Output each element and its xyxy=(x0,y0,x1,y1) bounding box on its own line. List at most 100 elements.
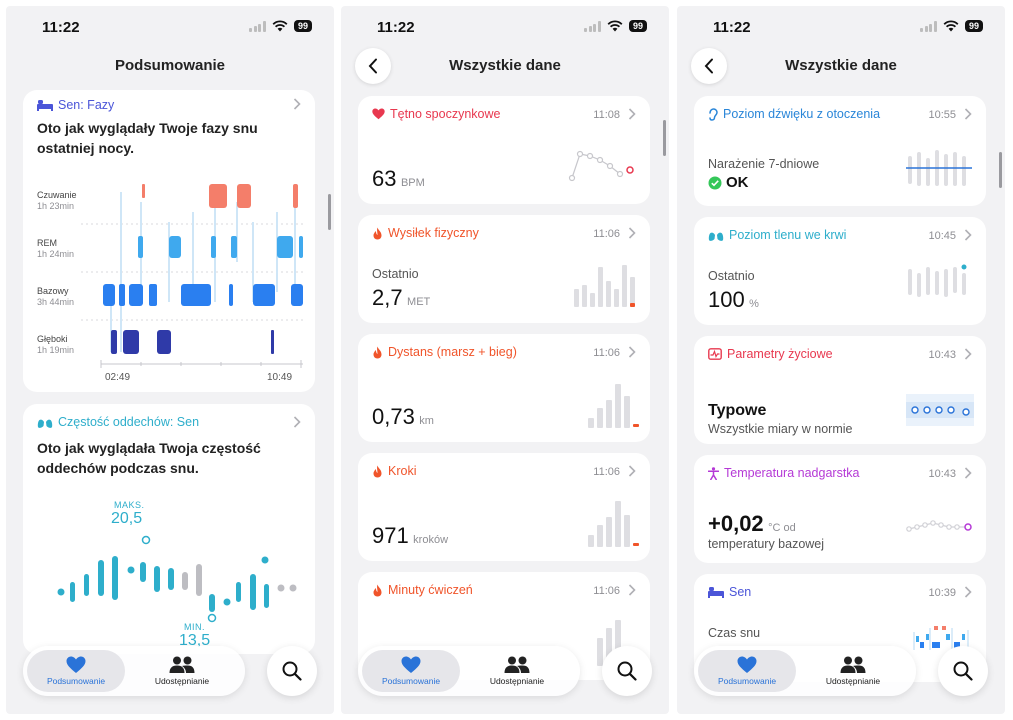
card-value: +0,02 xyxy=(708,511,764,536)
tab-summary[interactable]: Podsumowanie xyxy=(27,650,125,692)
card-unit: °C od xyxy=(768,522,796,534)
sleep-stages-card[interactable]: Sen: Fazy Oto jak wyglądały Twoje fazy s… xyxy=(23,90,315,392)
card-unit: MET xyxy=(407,296,431,308)
chevron-left-icon xyxy=(368,58,377,74)
card-label: Czas snu xyxy=(708,626,761,640)
magnifier-icon xyxy=(617,661,637,681)
card-time: 11:08 xyxy=(593,109,620,121)
effort-bar-chart xyxy=(574,265,635,307)
tab-bar: Podsumowanie Udostępnianie xyxy=(358,646,580,696)
card-label: Ostatnio xyxy=(372,267,419,281)
bed-icon xyxy=(708,587,724,598)
page-title: Wszystkie dane xyxy=(449,57,561,74)
tab-bar: Podsumowanie Udostępnianie xyxy=(23,646,245,696)
wrist-temperature-card[interactable]: Temperatura nadgarstka 10:43 +0,02 °C od… xyxy=(694,455,986,563)
steps-card[interactable]: Kroki 11:06 971 kroków xyxy=(358,453,650,561)
chevron-left-icon xyxy=(704,58,713,74)
status-time: 11:22 xyxy=(713,19,751,36)
card-title: Wysiłek fizyczny xyxy=(388,226,479,240)
search-button[interactable] xyxy=(602,646,652,696)
status-bar: 11:22 99 xyxy=(677,6,1005,46)
blood-oxygen-card[interactable]: Poziom tlenu we krwi 10:45 Ostatnio 100 … xyxy=(694,217,986,325)
physical-effort-card[interactable]: Wysiłek fizyczny 11:06 Ostatnio 2,7 MET xyxy=(358,215,650,323)
card-time: 11:06 xyxy=(593,466,620,478)
scroll-indicator[interactable] xyxy=(663,120,666,156)
tab-summary[interactable]: Podsumowanie xyxy=(362,650,460,692)
x-axis-end: 10:49 xyxy=(267,372,293,383)
ambient-sound-card[interactable]: Poziom dźwięku z otoczenia 10:55 Narażen… xyxy=(694,96,986,206)
card-title: Sen: Fazy xyxy=(58,98,115,112)
chevron-right-icon xyxy=(964,229,972,241)
people-icon xyxy=(504,656,530,673)
steps-bar-chart xyxy=(588,501,639,547)
lungs-icon xyxy=(37,416,53,428)
card-value: OK xyxy=(726,174,749,191)
search-button[interactable] xyxy=(938,646,988,696)
tab-sharing[interactable]: Udostępnianie xyxy=(804,650,902,692)
screen-summary: 11:22 99 Podsumowanie Sen: Fazy Oto jak … xyxy=(6,6,334,714)
card-label: Wszystkie miary w normie xyxy=(708,422,853,436)
card-title: Tętno spoczynkowe xyxy=(390,107,501,121)
card-value: 971 xyxy=(372,523,409,548)
card-unit: kroków xyxy=(413,534,449,546)
nav-bar: Wszystkie dane xyxy=(677,48,1005,84)
tab-sharing[interactable]: Udostępnianie xyxy=(133,650,231,692)
max-label: MAKS. xyxy=(114,500,145,510)
stage-label-core: Bazowy 3h 44min xyxy=(37,286,75,307)
card-label: Narażenie 7-dniowe xyxy=(708,157,820,171)
status-time: 11:22 xyxy=(377,19,415,36)
ear-icon xyxy=(709,107,718,121)
card-unit: km xyxy=(419,415,434,427)
nav-bar: Wszystkie dane xyxy=(341,48,669,84)
sound-level-chart xyxy=(906,150,972,186)
vitals-card[interactable]: Parametry życiowe 10:43 Typowe Wszystkie… xyxy=(694,336,986,444)
chevron-right-icon xyxy=(964,108,972,120)
distance-bar-chart xyxy=(588,384,639,428)
tab-bar: Podsumowanie Udostępnianie xyxy=(694,646,916,696)
page-title: Podsumowanie xyxy=(114,57,226,74)
magnifier-icon xyxy=(953,661,973,681)
min-value: 13,5 xyxy=(179,632,211,649)
tab-summary[interactable]: Podsumowanie xyxy=(698,650,796,692)
people-icon xyxy=(840,656,866,673)
page-title: Wszystkie dane xyxy=(785,57,897,74)
card-title: Poziom dźwięku z otoczenia xyxy=(723,107,881,121)
back-button[interactable] xyxy=(355,48,391,84)
card-title: Temperatura nadgarstka xyxy=(724,466,860,480)
chevron-right-icon xyxy=(628,346,636,358)
vitals-waveform-icon xyxy=(708,348,722,360)
card-unit: % xyxy=(749,298,759,310)
back-button[interactable] xyxy=(691,48,727,84)
scroll-indicator[interactable] xyxy=(999,152,1002,188)
lungs-icon xyxy=(708,229,724,241)
respiratory-rate-card[interactable]: Częstość oddechów: Sen Oto jak wyglądała… xyxy=(23,404,315,654)
card-unit: BPM xyxy=(400,177,425,189)
card-time: 11:06 xyxy=(593,585,620,597)
distance-card[interactable]: Dystans (marsz + bieg) 11:06 0,73 km xyxy=(358,334,650,442)
scroll-indicator[interactable] xyxy=(328,194,331,230)
respiratory-range-chart xyxy=(57,535,297,623)
status-time: 11:22 xyxy=(42,19,80,36)
magnifier-icon xyxy=(282,661,302,681)
heart-rate-sparkline xyxy=(568,150,634,182)
resting-heart-rate-card[interactable]: Tętno spoczynkowe 11:08 63 BPM xyxy=(358,96,650,204)
chevron-right-icon xyxy=(964,467,972,479)
x-axis-start: 02:49 xyxy=(105,372,131,383)
card-value: 2,7 xyxy=(372,285,403,310)
card-value: 0,73 xyxy=(372,404,415,429)
wifi-icon xyxy=(943,20,959,32)
flame-icon xyxy=(373,584,382,596)
card-title: Częstość oddechów: Sen xyxy=(58,415,200,429)
stage-label-deep: Głęboki 1h 19min xyxy=(37,334,75,355)
card-description: Oto jak wyglądała Twoja częstość oddechó… xyxy=(37,440,261,476)
tab-sharing[interactable]: Udostępnianie xyxy=(468,650,566,692)
wrist-temp-sparkline xyxy=(906,520,972,532)
stage-label-rem: REM 1h 24min xyxy=(37,238,75,259)
wifi-icon xyxy=(272,20,288,32)
card-time: 11:06 xyxy=(593,347,620,359)
search-button[interactable] xyxy=(267,646,317,696)
card-description: Oto jak wyglądały Twoje fazy snu ostatni… xyxy=(37,120,258,156)
sleep-stages-chart xyxy=(81,184,303,368)
battery-indicator: 99 xyxy=(628,20,647,32)
battery-indicator: 99 xyxy=(293,20,312,32)
